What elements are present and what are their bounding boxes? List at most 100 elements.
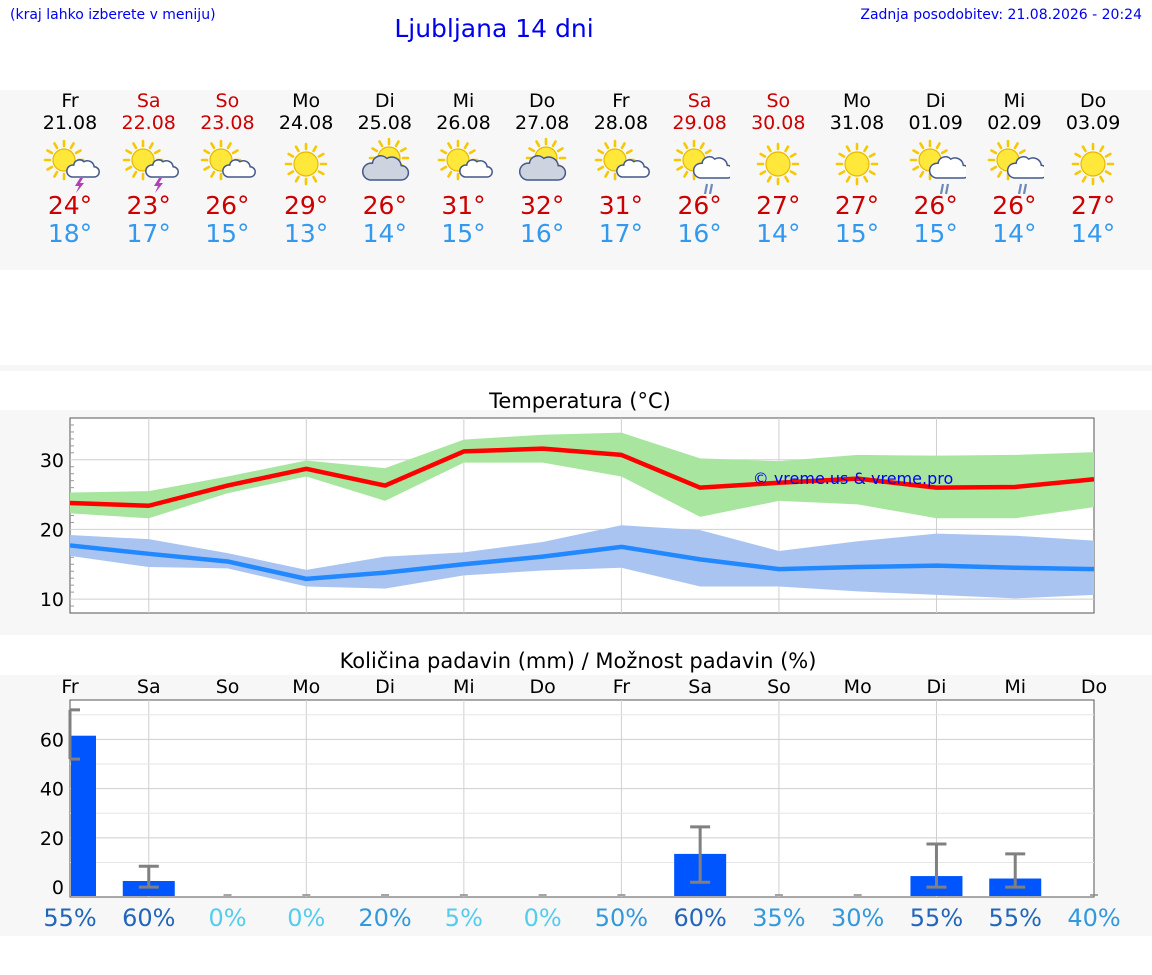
max-temp: 26° <box>362 191 407 220</box>
day-column: Di 25.08 26° 14° <box>335 90 435 248</box>
day-name: Mo <box>842 90 872 112</box>
precip-chance-label: 35% <box>752 904 805 932</box>
daily-forecast-panel: Fr 21.08 24° 18° Sa 22.08 23° 17° So 23.08 26° 15° M… <box>0 90 1152 270</box>
precip-chance-label: 0% <box>208 904 246 932</box>
max-temp: 31° <box>441 191 486 220</box>
day-date: 01.09 <box>908 112 963 134</box>
day-column: Fr 21.08 24° 18° <box>20 90 120 248</box>
chart-title: Temperatura (°C) <box>488 389 671 413</box>
day-name: Fr <box>612 90 630 112</box>
y-tick-label: 30 <box>40 450 64 472</box>
x-category-label: Fr <box>613 676 631 698</box>
min-temp: 13° <box>283 219 329 248</box>
day-name: Do <box>1079 90 1107 112</box>
min-temp: 17° <box>598 219 644 248</box>
day-name: Di <box>374 90 395 112</box>
sun-icon <box>756 142 800 186</box>
x-category-label: Sa <box>137 676 161 698</box>
day-column: Di 01.09 26° 15° <box>886 90 986 248</box>
min-temp: 15° <box>913 219 958 248</box>
day-column: Sa 22.08 23° 17° <box>99 90 199 248</box>
max-temp-range-band <box>70 432 1094 519</box>
day-name: So <box>215 90 240 112</box>
chart-title: Količina padavin (mm) / Možnost padavin … <box>340 649 817 673</box>
x-category-label: Mo <box>292 676 320 698</box>
day-date: 30.08 <box>751 112 806 134</box>
sun-cloud-rain-icon <box>988 139 1045 194</box>
max-temp: 32° <box>520 191 565 220</box>
day-date: 21.08 <box>42 112 98 134</box>
x-category-label: Mo <box>844 676 872 698</box>
x-category-label: Fr <box>61 676 79 698</box>
day-column: Fr 28.08 31° 17° <box>571 90 671 248</box>
y-tick-label: 0 <box>52 877 64 899</box>
day-column: So 23.08 26° 15° <box>177 90 277 248</box>
max-temp: 24° <box>47 191 93 220</box>
min-temp: 15° <box>834 219 880 248</box>
x-category-label: Mi <box>1004 676 1026 698</box>
day-column: Do 27.08 32° 16° <box>492 90 592 248</box>
min-temp: 15° <box>205 219 250 248</box>
precip-chance-label: 40% <box>1067 904 1120 932</box>
x-category-label: So <box>216 676 240 698</box>
day-date: 24.08 <box>278 112 334 134</box>
day-name: Mo <box>292 90 321 112</box>
precipitation-chart-section: Količina padavin (mm) / Možnost padavin … <box>0 640 1152 936</box>
x-category-label: Di <box>375 676 395 698</box>
sun-icon <box>1071 142 1115 186</box>
day-column: Mi 02.09 26° 14° <box>964 90 1064 248</box>
day-date: 29.08 <box>672 112 727 134</box>
day-name: Sa <box>687 90 712 112</box>
plot-area <box>69 699 1095 898</box>
error-bar <box>926 842 947 889</box>
divider <box>0 365 1152 371</box>
sun-cloud-rain-icon <box>673 139 730 194</box>
day-name: Do <box>529 90 556 112</box>
location-menu-note: (kraj lahko izberete v meniju) <box>10 7 216 23</box>
day-column: Mo 31.08 27° 15° <box>807 90 907 248</box>
precip-chance-label: 0% <box>287 904 325 932</box>
day-date: 27.08 <box>514 112 570 134</box>
x-category-label: Di <box>927 676 947 698</box>
day-column: So 30.08 27° 14° <box>728 90 828 248</box>
y-tick-label: 20 <box>40 519 64 541</box>
sun-cloud-lightning-icon <box>43 139 100 193</box>
max-temp-line <box>69 446 1095 508</box>
error-bar <box>1005 852 1026 889</box>
precip-chance-label: 5% <box>445 904 483 932</box>
max-temp: 27° <box>1070 191 1116 220</box>
y-tick-label: 40 <box>40 779 64 801</box>
last-updated: Zadnja posodobitev: 21.08.2026 - 20:24 <box>860 7 1142 23</box>
sun-cloud-rain-icon <box>909 139 966 194</box>
page-title: Ljubljana 14 dni <box>394 14 594 43</box>
sun-small-cloud-icon <box>201 139 257 181</box>
sun-small-cloud-icon <box>594 139 650 181</box>
min-temp: 15° <box>441 219 486 248</box>
day-date: 03.09 <box>1065 112 1121 134</box>
max-temp: 31° <box>598 191 644 220</box>
precip-chance-label: 60% <box>122 904 175 932</box>
day-name: So <box>766 90 791 112</box>
day-name: Mi <box>452 90 475 112</box>
min-temp: 17° <box>126 219 171 248</box>
precip-chance-label: 55% <box>43 904 96 932</box>
watermark: © vreme.us & vreme.pro <box>753 469 954 488</box>
min-temp-range-band <box>70 525 1094 599</box>
error-bar <box>690 825 711 884</box>
precip-chance-label: 60% <box>673 904 726 932</box>
sun-cloud-lightning-icon <box>122 139 179 193</box>
min-temp: 14° <box>1070 219 1116 248</box>
y-tick-label: 60 <box>40 729 64 751</box>
day-column: Mi 26.08 31° 15° <box>414 90 514 248</box>
precipitation-chart: Količina padavin (mm) / Možnost padavin … <box>0 649 1152 936</box>
min-temp: 16° <box>677 219 722 248</box>
max-temp: 27° <box>756 191 801 220</box>
max-temp: 26° <box>913 191 958 220</box>
day-name: Sa <box>136 90 161 112</box>
max-temp: 29° <box>283 191 329 220</box>
day-column: Mo 24.08 29° 13° <box>256 90 356 248</box>
min-temp: 14° <box>362 219 407 248</box>
y-tick-label: 10 <box>40 589 64 611</box>
x-category-label: Mi <box>453 676 475 698</box>
x-category-label: Do <box>529 676 555 698</box>
